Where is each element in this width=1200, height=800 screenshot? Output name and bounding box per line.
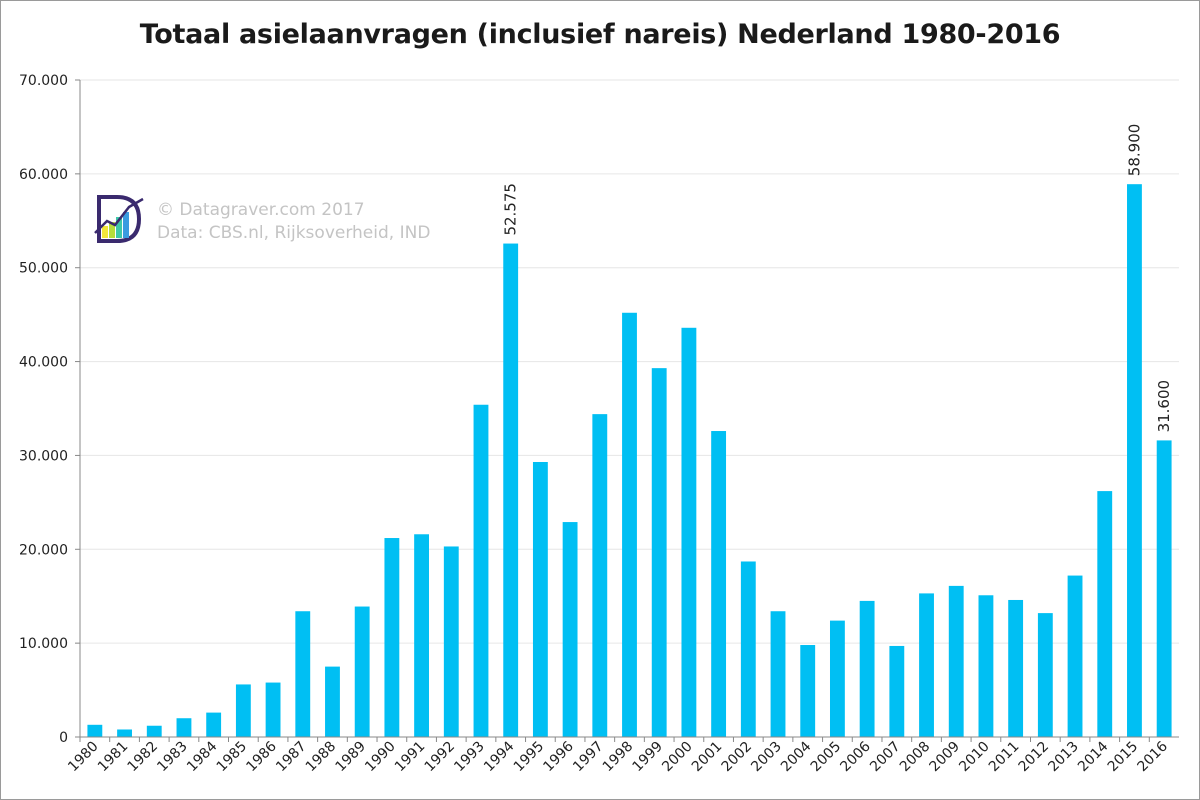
bar-1998 bbox=[622, 312, 637, 737]
bar-2004 bbox=[800, 645, 816, 737]
y-tick-label: 0 bbox=[59, 730, 68, 746]
x-tick-label: 2013 bbox=[1045, 739, 1082, 776]
x-tick-label: 1999 bbox=[630, 739, 667, 776]
x-tick-label: 2014 bbox=[1075, 738, 1112, 775]
bar-1980 bbox=[87, 724, 103, 737]
x-tick-label: 2015 bbox=[1105, 739, 1142, 776]
y-tick-label: 20.000 bbox=[19, 542, 68, 558]
y-tick-label: 30.000 bbox=[19, 448, 68, 464]
x-tick-label: 1994 bbox=[481, 738, 518, 775]
chart-title: Totaal asielaanvragen (inclusief nareis)… bbox=[139, 19, 1061, 50]
x-tick-label: 2003 bbox=[748, 739, 785, 776]
bar-1987 bbox=[295, 611, 311, 737]
bar-1981 bbox=[117, 729, 132, 737]
x-tick-label: 2000 bbox=[659, 739, 696, 776]
bar-2005 bbox=[829, 620, 845, 737]
bar-2010 bbox=[978, 595, 994, 737]
data-label-1994: 52.575 bbox=[502, 183, 520, 236]
y-tick-label: 60.000 bbox=[19, 167, 68, 183]
bar-2013 bbox=[1067, 575, 1083, 737]
x-tick-label: 2002 bbox=[719, 739, 756, 776]
x-tick-label: 2011 bbox=[986, 739, 1023, 776]
bar-2000 bbox=[681, 327, 697, 737]
bar-2012 bbox=[1037, 613, 1053, 737]
x-tick-label: 1990 bbox=[362, 739, 399, 776]
data-source-text: Data: CBS.nl, Rijksoverheid, IND bbox=[157, 223, 431, 243]
bar-1985 bbox=[235, 684, 251, 737]
bar-2009 bbox=[948, 585, 964, 737]
bar-1996 bbox=[562, 522, 578, 737]
x-tick-label: 1996 bbox=[540, 738, 577, 775]
bar-1994 bbox=[503, 243, 519, 737]
x-tick-label: 2010 bbox=[956, 739, 993, 776]
x-tick-label: 1991 bbox=[392, 739, 429, 776]
y-tick-label: 70.000 bbox=[19, 73, 68, 89]
x-tick-label: 1984 bbox=[184, 738, 221, 775]
y-tick-label: 40.000 bbox=[19, 355, 68, 371]
bar-2007 bbox=[889, 645, 905, 737]
bar-1999 bbox=[651, 368, 667, 737]
x-tick-label: 1992 bbox=[422, 739, 459, 776]
bar-1982 bbox=[146, 725, 162, 737]
bar-1989 bbox=[354, 606, 370, 737]
bar-2016 bbox=[1156, 440, 1172, 737]
x-tick-label: 1983 bbox=[154, 739, 191, 776]
x-tick-label: 1989 bbox=[332, 739, 369, 776]
bar-1997 bbox=[592, 414, 608, 737]
datagraver-logo-icon bbox=[94, 195, 144, 243]
data-label-2015: 58.900 bbox=[1125, 124, 1143, 177]
bar-1995 bbox=[532, 461, 548, 737]
bar-2008 bbox=[919, 593, 934, 737]
bar-2011 bbox=[1008, 599, 1024, 737]
bar-1988 bbox=[325, 666, 340, 737]
x-tick-label: 2007 bbox=[867, 739, 904, 776]
x-tick-label: 1980 bbox=[65, 739, 102, 776]
x-tick-label: 1997 bbox=[570, 739, 607, 776]
x-tick-label: 2006 bbox=[837, 738, 874, 775]
bar-1986 bbox=[265, 682, 281, 737]
bar-1992 bbox=[443, 546, 459, 737]
bar-1990 bbox=[384, 538, 400, 737]
x-tick-label: 1998 bbox=[600, 739, 637, 776]
x-tick-label: 1988 bbox=[303, 739, 340, 776]
bar-1991 bbox=[414, 534, 430, 737]
x-tick-label: 1987 bbox=[273, 739, 310, 776]
y-tick-label: 10.000 bbox=[19, 636, 68, 652]
x-tick-label: 2016 bbox=[1134, 738, 1171, 775]
bar-1984 bbox=[206, 712, 222, 737]
x-tick-label: 2001 bbox=[689, 739, 726, 776]
copyright-text: © Datagraver.com 2017 bbox=[157, 200, 365, 220]
data-label-2016: 31.600 bbox=[1155, 380, 1173, 433]
bar-2001 bbox=[711, 431, 727, 737]
x-tick-label: 2009 bbox=[927, 739, 964, 776]
bar-1993 bbox=[473, 404, 489, 737]
x-tick-label: 1982 bbox=[125, 739, 162, 776]
y-tick-label: 50.000 bbox=[19, 261, 68, 277]
x-tick-label: 2008 bbox=[897, 739, 934, 776]
x-tick-label: 2005 bbox=[808, 739, 845, 776]
bar-2015 bbox=[1127, 184, 1142, 738]
bar-1983 bbox=[176, 718, 192, 737]
x-tick-label: 1981 bbox=[95, 739, 132, 776]
bar-2006 bbox=[859, 600, 875, 737]
bar-2014 bbox=[1097, 491, 1113, 737]
bar-2002 bbox=[740, 561, 756, 737]
bar-2003 bbox=[770, 611, 786, 737]
x-tick-label: 1986 bbox=[243, 738, 280, 775]
x-tick-label: 1993 bbox=[451, 739, 488, 776]
x-tick-label: 1985 bbox=[214, 739, 251, 776]
x-tick-label: 1995 bbox=[511, 739, 548, 776]
x-tick-label: 2004 bbox=[778, 738, 815, 775]
x-tick-label: 2012 bbox=[1016, 739, 1053, 776]
